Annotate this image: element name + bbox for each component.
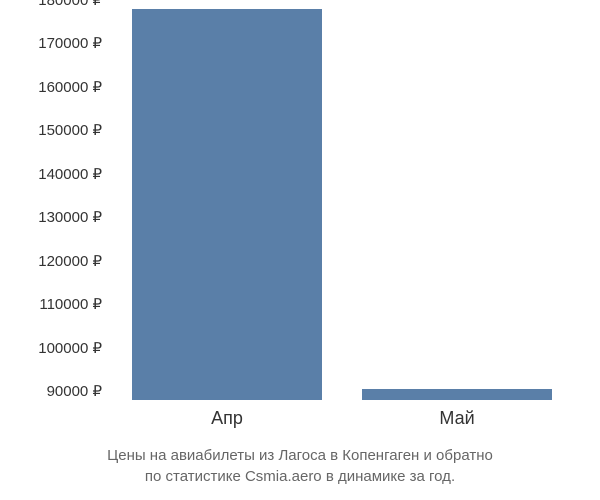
caption-line-1: Цены на авиабилеты из Лагоса в Копенгаге… — [107, 447, 493, 464]
caption-line-2: по статистике Csmia.aero в динамике за г… — [145, 468, 455, 485]
y-tick-label: 160000 ₽ — [38, 78, 102, 96]
y-tick-label: 130000 ₽ — [38, 208, 102, 226]
y-tick-label: 90000 ₽ — [47, 382, 102, 400]
bar — [132, 9, 322, 400]
y-tick-label: 180000 ₽ — [38, 0, 102, 9]
y-tick-label: 150000 ₽ — [38, 121, 102, 139]
plot-area — [110, 0, 590, 400]
x-tick-label: Апр — [211, 408, 243, 429]
chart-caption: Цены на авиабилеты из Лагоса в Копенгаге… — [0, 445, 600, 487]
y-tick-label: 170000 ₽ — [38, 34, 102, 52]
y-tick-label: 110000 ₽ — [39, 295, 102, 313]
bar — [362, 389, 552, 400]
y-tick-label: 140000 ₽ — [38, 165, 102, 183]
y-tick-label: 120000 ₽ — [38, 252, 102, 270]
price-chart: 90000 ₽ 100000 ₽ 110000 ₽ 120000 ₽ 130000 ₽ 1… — [0, 0, 600, 500]
y-tick-label: 100000 ₽ — [38, 339, 102, 357]
x-axis: Апр Май — [110, 400, 590, 440]
x-tick-label: Май — [439, 408, 474, 429]
